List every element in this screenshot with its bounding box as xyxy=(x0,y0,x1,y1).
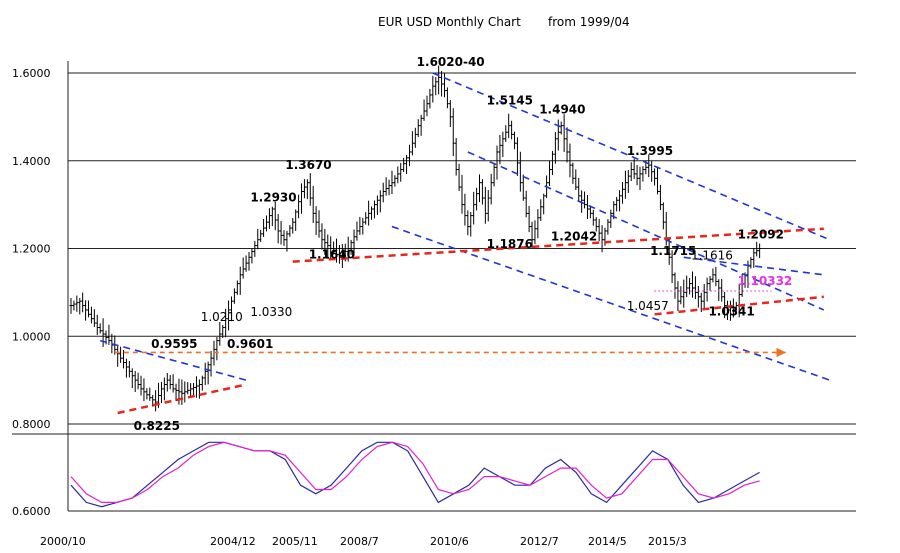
trend-line xyxy=(292,227,824,263)
y-tick-label: 1.2000 xyxy=(12,243,51,256)
price-annotation: 1.3995 xyxy=(627,144,673,158)
price-annotation: 1.0341 xyxy=(708,304,754,318)
price-annotation: 0.9595 xyxy=(151,337,197,351)
price-annotation: 1.0457 xyxy=(627,299,669,313)
price-annotation: 1.6020-40 xyxy=(417,55,485,69)
price-annotation: 1.5145 xyxy=(487,94,533,108)
x-tick-label: 2004/12 xyxy=(210,535,256,548)
y-tick-label: 1.4000 xyxy=(12,155,51,168)
oscillator-tick-label: 0.6000 xyxy=(12,505,51,518)
price-annotation: 1.3670 xyxy=(285,158,331,172)
trend-line xyxy=(99,339,247,381)
price-annotation: 1.2042 xyxy=(551,230,597,244)
price-annotation: 1.1876 xyxy=(487,237,533,251)
chart-subtitle: from 1999/04 xyxy=(548,15,630,29)
price-annotation: 1.4940 xyxy=(539,103,585,117)
x-tick-label: 2014/5 xyxy=(588,535,627,548)
y-tick-label: 1.6000 xyxy=(12,67,51,80)
oscillator-line xyxy=(70,441,760,503)
price-annotation: 1.1640 xyxy=(309,247,355,261)
price-annotation: 1.0210 xyxy=(201,310,243,324)
oscillator-panel xyxy=(70,441,760,508)
price-annotation: 1.0330 xyxy=(250,305,292,319)
chart-title: EUR USD Monthly Chart xyxy=(378,15,521,29)
y-tick-label: 1.0000 xyxy=(12,330,51,343)
y-tick-label: 0.8000 xyxy=(12,418,51,431)
x-tick-label: 2015/3 xyxy=(648,535,687,548)
grid-lines xyxy=(12,61,856,512)
y-axis-ticks: 1.6000 1.4000 1.2000 1.0000 0.8000 0.6000 xyxy=(12,67,51,518)
price-annotations: 1.6020-40 1.5145 1.4940 1.3995 1.3670 1.2930 1… xyxy=(134,55,793,433)
price-annotation: 0.8225 xyxy=(134,419,180,433)
x-tick-label: 2012/7 xyxy=(520,535,559,548)
price-annotation: 1.1616 xyxy=(691,248,733,262)
trend-line xyxy=(654,295,824,316)
price-annotation: 1.1715 xyxy=(650,244,696,258)
price-bars xyxy=(69,65,762,412)
trend-line xyxy=(467,151,825,311)
x-tick-label: 2000/10 xyxy=(40,535,86,548)
x-axis-ticks: 2000/10 2004/12 2005/11 2008/7 2010/6 2012/7 2… xyxy=(40,535,687,548)
x-tick-label: 2008/7 xyxy=(340,535,379,548)
oscillator-line xyxy=(70,441,760,508)
x-tick-label: 2005/11 xyxy=(272,535,318,548)
price-annotation: 1.2092 xyxy=(738,227,784,241)
price-annotation: 0.9601 xyxy=(227,337,273,351)
price-annotation: 1.10332 xyxy=(738,274,793,288)
trend-lines xyxy=(99,72,830,415)
trend-line xyxy=(117,383,247,415)
price-annotation: 1.2930 xyxy=(250,191,296,205)
x-tick-label: 2010/6 xyxy=(430,535,469,548)
